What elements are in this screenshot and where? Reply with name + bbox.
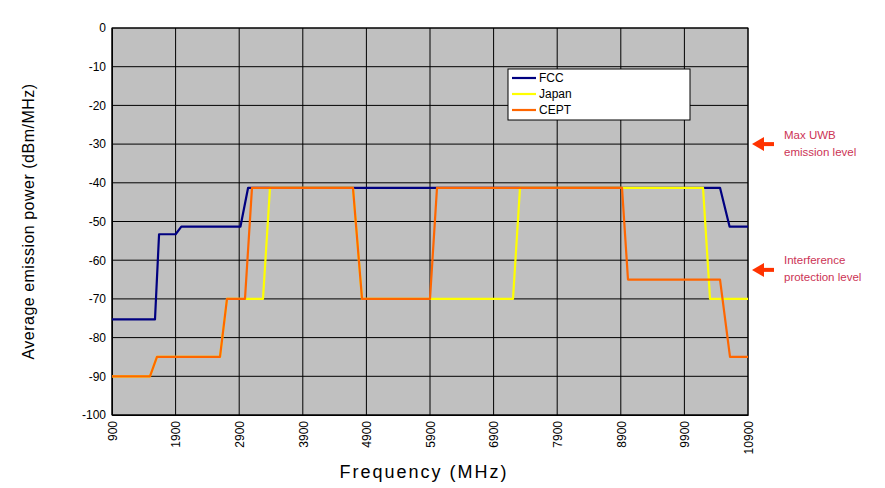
y-tick-label: 0: [99, 21, 106, 35]
y-tick: -80: [89, 331, 112, 345]
legend-box: [508, 69, 690, 120]
annotation-line: Interference: [784, 254, 845, 266]
y-tick-label: -30: [89, 137, 107, 151]
annotation-arrowhead: [752, 137, 764, 151]
legend-swatch: [512, 93, 536, 95]
y-tick-label: -40: [89, 176, 107, 190]
lines: [112, 188, 748, 376]
x-tick-label: 900: [106, 421, 120, 441]
x-tick: 6900: [487, 415, 501, 448]
grid-line-y: [112, 337, 748, 338]
y-tick-label: -90: [89, 370, 107, 384]
y-tick: -30: [89, 137, 112, 151]
y-axis-title: Average emission power (dBm/MHz): [20, 83, 37, 359]
y-tick: -70: [89, 292, 112, 306]
y-axis: -100-90-80-70-60-50-40-30-20-100: [82, 21, 113, 422]
x-axis-title: Frequency (MHz): [339, 462, 508, 482]
x-tick: 9900: [678, 415, 692, 448]
y-tick: -60: [89, 254, 112, 268]
x-axis-line: [113, 415, 749, 416]
y-tick-label: -80: [89, 331, 107, 345]
x-tick: 4900: [360, 415, 374, 448]
x-tick-label: 2900: [233, 421, 247, 448]
series-line: [112, 188, 748, 376]
y-tick: -50: [89, 215, 112, 229]
x-tick-label: 8900: [615, 421, 629, 448]
grid-line-y: [112, 182, 748, 183]
x-tick: 900: [106, 415, 120, 441]
grid-line-y: [112, 144, 748, 145]
annotation-line: Max UWB: [784, 129, 836, 141]
legend-label: CEPT: [539, 103, 572, 117]
annotations: Max UWB emission level Interference protect…: [752, 129, 861, 284]
x-tick-label: 4900: [360, 421, 374, 448]
annotation-line: emission level: [784, 146, 856, 158]
x-tick: 7900: [551, 415, 565, 448]
grid: [112, 28, 748, 415]
plot-background: [112, 28, 748, 415]
x-tick-label: 1900: [169, 421, 183, 448]
x-tick-label: 9900: [678, 421, 692, 448]
y-tick-label: -70: [89, 292, 107, 306]
annotation: Max UWB emission level: [784, 129, 856, 158]
y-axis-line: [112, 29, 113, 416]
legend: FCC Japan CEPT: [508, 69, 690, 120]
x-tick-label: 6900: [487, 421, 501, 448]
x-tick: 8900: [615, 415, 629, 448]
y-tick-label: -50: [89, 215, 107, 229]
y-tick: 0: [99, 21, 112, 35]
x-axis: 900 1900 2900 3900 4900 5900 6900 7900 8900 9900 1…: [106, 415, 756, 454]
series-line: [112, 188, 748, 376]
y-tick-label: -60: [89, 254, 107, 268]
grid-line-y: [112, 376, 748, 377]
plot-frame: [112, 28, 748, 415]
plot: 900 1900 2900 3900 4900 5900 6900 7900 8900 9900 1…: [82, 21, 756, 454]
x-tick: 10900: [742, 415, 756, 454]
x-tick: 3900: [297, 415, 311, 448]
y-tick: -100: [82, 408, 112, 422]
y-tick: -10: [89, 60, 112, 74]
grid-line-y: [112, 221, 748, 222]
x-tick: 2900: [233, 415, 247, 448]
x-tick-label: 5900: [424, 421, 438, 448]
chart: 900 1900 2900 3900 4900 5900 6900 7900 8900 9900 1…: [0, 0, 885, 488]
annotation: Interference protection level: [784, 254, 861, 283]
y-tick: -40: [89, 176, 112, 190]
legend-swatch: [512, 109, 536, 111]
y-tick-label: -100: [82, 408, 106, 422]
grid-line-y: [112, 260, 748, 261]
y-tick: -90: [89, 370, 112, 384]
x-tick-label: 7900: [551, 421, 565, 448]
x-tick-label: 10900: [742, 421, 756, 455]
grid-line-y: [112, 66, 748, 67]
legend-label: FCC: [539, 71, 564, 85]
legend-swatch: [512, 77, 536, 79]
y-tick-label: -20: [89, 99, 107, 113]
annotation-arrowhead: [752, 263, 764, 277]
x-tick: 1900: [169, 415, 183, 448]
x-tick: 5900: [424, 415, 438, 448]
y-tick: -20: [89, 99, 112, 113]
legend-label: Japan: [539, 87, 572, 101]
y-tick-label: -10: [89, 60, 107, 74]
annotation-line: protection level: [784, 271, 861, 283]
x-tick-label: 3900: [297, 421, 311, 448]
